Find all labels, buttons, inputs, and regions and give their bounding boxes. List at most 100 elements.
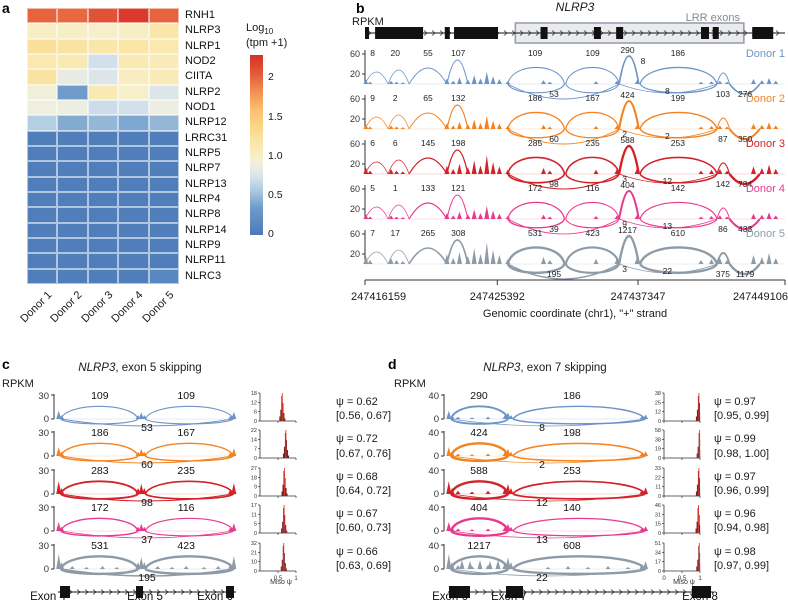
junction-arc [364,251,389,265]
junction-arc [638,246,719,274]
inclusion-count: 140 [563,502,581,514]
junction-arc [716,72,731,85]
junction-count: 375 [716,269,730,279]
donor-label: Donor 1 [746,48,785,60]
hist-bar [282,484,284,496]
hist-y-tick-label: 6 [254,410,257,416]
strand-arrow-icon [546,589,551,595]
junction-arc [565,201,620,229]
y-tick-label: 30 [38,541,49,552]
exon-box [540,27,548,39]
exon-box [454,27,499,39]
heatmap-cell [148,8,179,24]
junction-count: 53 [549,89,559,99]
strand-arrow-icon [519,30,524,36]
heatmap-cell [118,23,149,39]
psi-confidence-interval: [0.95, 0.99] [714,410,770,423]
inclusion-count: 588 [470,465,488,477]
junction-arc [618,55,640,85]
junction-count: 199 [671,93,685,103]
panel-c-gene-model [58,586,236,598]
heatmap-cell [27,222,58,238]
heatmap-cell [27,8,58,24]
heatmap-cell [118,69,149,85]
hist-y-tick-label: 46 [655,503,661,509]
strand-arrow-icon [180,589,185,595]
heatmap-cell [57,222,88,238]
hist-bar [698,403,701,421]
junction-arc [618,83,718,94]
heatmap-cell [27,176,58,192]
heatmap-cell [87,53,119,70]
colorbar-tick-label: 1.5 [268,110,283,123]
junction-count: 195 [547,269,561,279]
hist-bar [284,515,286,534]
skipping-count: 37 [141,534,153,546]
strand-arrow-icon [172,589,177,595]
heatmap-cell [118,237,149,254]
exon-box [752,27,774,39]
panel-c-hist-1: 18 12 6 0 [251,391,297,425]
hist-bar [285,568,287,571]
panel-c-row-4: 30 0 172 116 37 [38,502,237,546]
strand-arrow-icon [735,30,740,36]
heatmap-cell [87,176,119,192]
gene-label: NLRP1 [185,39,221,52]
heatmap-cell [57,145,88,162]
heatmap-cell [118,38,149,54]
heatmap-cell [148,99,179,116]
strand-arrow-icon [567,30,572,36]
exon-box [60,586,70,598]
heatmap-cell [87,69,119,85]
psi-value: ψ = 0.96 [0.94, 0.98] [714,507,769,536]
hist-bar [697,508,699,534]
junction-count: 2 [393,93,398,103]
panel-c-label: c [2,356,10,372]
strand-arrow-icon [431,30,436,36]
strand-arrow-icon [610,589,615,595]
strand-arrow-icon [666,589,671,595]
exon-box [444,27,450,39]
junction-arc [617,144,641,175]
panel-c-row-5: 30 0 531 423 195 [38,540,237,584]
heatmap-cell [27,191,58,208]
y-tick-label: 40 [428,428,439,439]
strand-arrow-icon [503,30,508,36]
heatmap-cell [118,8,149,24]
heatmap-cell [118,191,149,208]
strand-arrow-icon [727,30,732,36]
strand-arrow-icon [679,30,684,36]
inclusion-count: 167 [177,427,195,439]
y-tick-label: 0 [44,489,49,500]
hist-y-tick-label: 31 [655,513,661,519]
strand-arrow-icon [100,589,105,595]
junction-arc [59,443,139,462]
heatmap-cell [148,115,179,131]
heatmap-cell [87,99,119,116]
junction-count: 265 [421,228,435,238]
psi-value: ψ = 0.62 [0.56, 0.67] [336,395,391,424]
hist-bar [699,418,701,421]
hist-bar [695,528,697,534]
y-tick-label: 20 [350,114,360,124]
junction-count: 1217 [618,225,637,235]
panel-d-gene-model [448,586,713,598]
heatmap-cell [27,237,58,254]
psi-value: ψ = 0.68 [0.64, 0.72] [336,470,391,499]
junction-arc [408,202,448,220]
junction-arc [387,249,410,265]
junction-count: 132 [451,93,465,103]
panel-d-hist-1: 38 25 12 0 [655,391,701,425]
coverage-area [446,553,649,569]
y-tick-label: 0 [44,564,49,575]
junction-arc [728,263,761,276]
hist-bar [699,487,701,496]
junction-count: 186 [671,48,685,58]
strand-arrow-icon [108,589,113,595]
strand-arrow-icon [124,589,129,595]
junction-arc [387,159,410,175]
skipping-count: 53 [141,422,153,434]
panel-b-track-2: 60 20 9 2 65 132 186 167 424 199 2 60 2 87 350 Donor 2 [350,90,785,145]
gene-label: NLRP13 [185,177,227,190]
